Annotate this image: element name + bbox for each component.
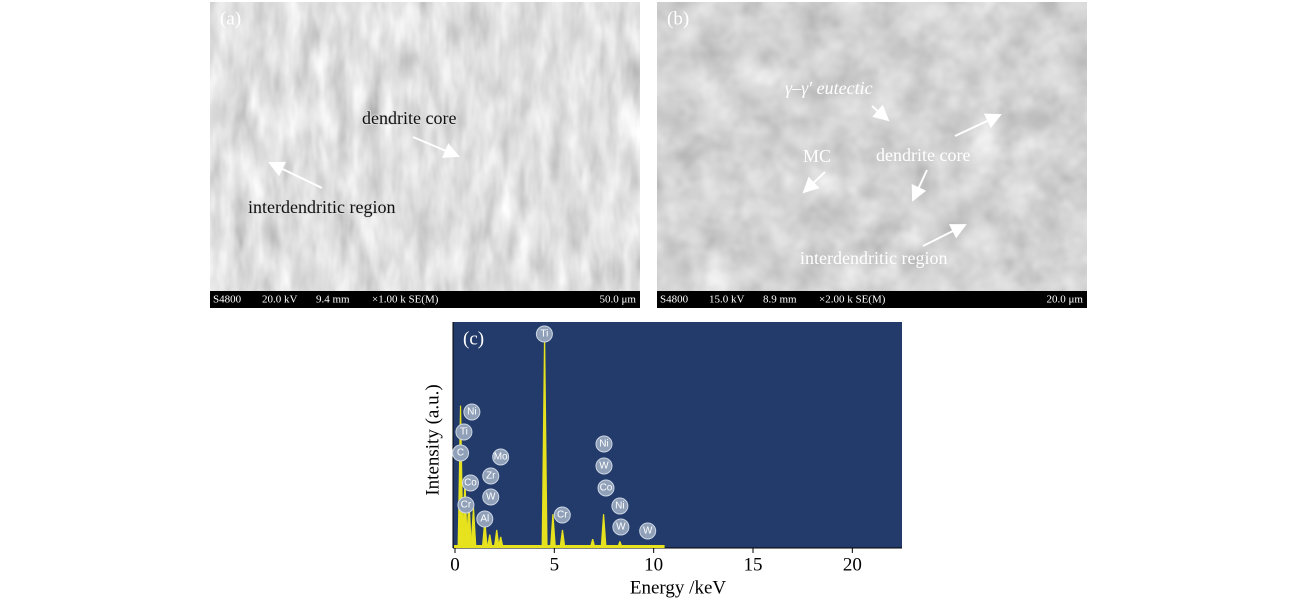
annotation: dendrite core — [362, 108, 456, 128]
panel-label: (a) — [220, 8, 241, 29]
y-axis-label: Intensity (a.u.) — [422, 384, 443, 495]
x-tick-label: 0 — [450, 554, 460, 575]
element-label: Ti — [460, 427, 468, 438]
x-tick-label: 20 — [843, 554, 862, 575]
info-text: 20.0 kV — [262, 294, 298, 306]
panel-c: (c) Energy /keV Intensity (a.u.) 0 5 10 15 2… — [422, 322, 902, 598]
element-label: Ni — [615, 501, 624, 512]
plot-background — [453, 322, 902, 548]
info-text: ×1.00 k SE(M) — [372, 294, 439, 306]
element-label: C — [457, 448, 464, 459]
info-text: 15.0 kV — [709, 294, 745, 306]
x-tick-label: 15 — [743, 554, 762, 575]
annotation: interdendritic region — [800, 248, 947, 268]
info-text: ×2.00 k SE(M) — [819, 294, 886, 306]
element-label: Ni — [467, 407, 476, 418]
element-label: Ti — [540, 329, 548, 340]
info-text: 9.4 mm — [316, 294, 350, 306]
panel-a: (a) dendrite core interdendritic region … — [210, 2, 640, 308]
annotation: dendrite core — [876, 145, 970, 165]
element-label: Al — [480, 514, 489, 525]
element-label: Co — [600, 483, 613, 494]
element-label: Co — [464, 478, 477, 489]
element-label: Cr — [557, 510, 568, 521]
sem-image — [210, 2, 640, 292]
x-axis-label: Energy /keV — [630, 577, 726, 598]
element-label: W — [486, 492, 496, 503]
element-label: Mo — [494, 452, 508, 463]
element-label: W — [616, 522, 626, 533]
element-label: Ni — [599, 439, 608, 450]
info-text: 50.0 μm — [600, 294, 637, 306]
info-text: 8.9 mm — [763, 294, 797, 306]
annotation: γ–γ′ eutectic — [785, 78, 873, 98]
x-tick-label: 5 — [550, 554, 560, 575]
panel-label: (b) — [667, 8, 689, 29]
element-label: W — [643, 526, 653, 537]
element-label: W — [599, 461, 609, 472]
element-label: Zr — [486, 471, 496, 482]
panel-b: (b) γ–γ′ eutectic MC dendrite core inter… — [657, 2, 1087, 308]
panel-label: (c) — [463, 328, 484, 349]
info-text: S4800 — [660, 294, 689, 306]
element-label: Cr — [461, 500, 472, 511]
annotation: interdendritic region — [248, 197, 395, 217]
figure: (a) dendrite core interdendritic region … — [0, 0, 1301, 604]
info-text: S4800 — [213, 294, 242, 306]
x-tick-label: 10 — [644, 554, 663, 575]
info-text: 20.0 μm — [1047, 294, 1084, 306]
annotation: MC — [803, 146, 831, 166]
